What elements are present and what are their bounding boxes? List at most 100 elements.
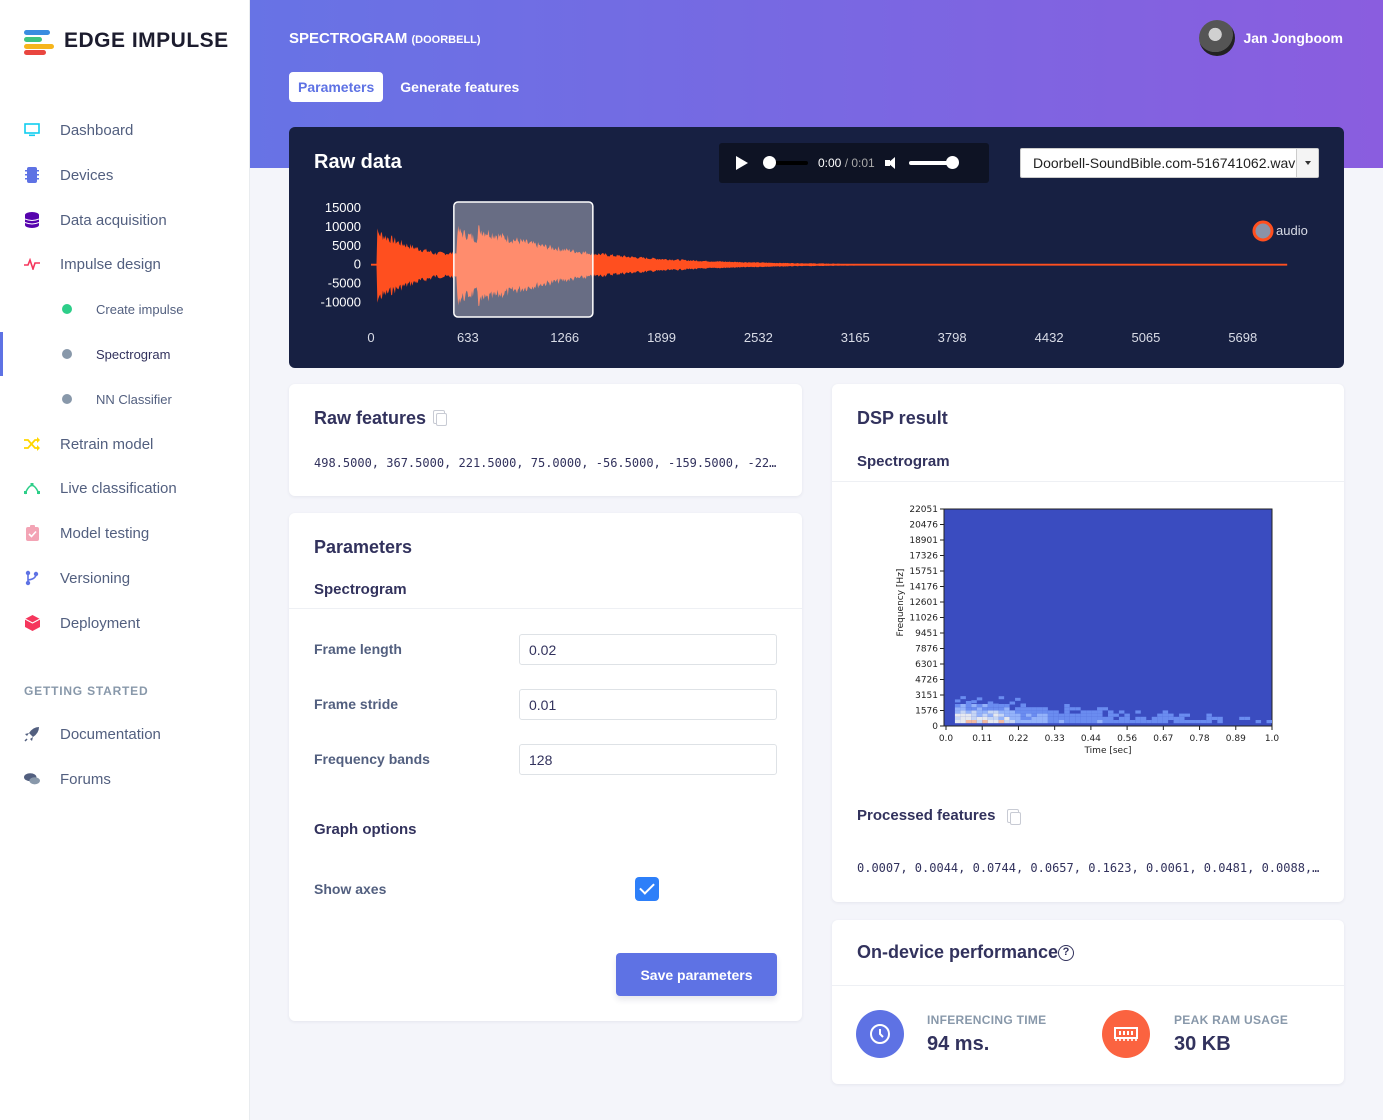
heatmap-cell xyxy=(1026,720,1032,724)
sample-file-select[interactable]: Doorbell-SoundBible.com-516741062.wav xyxy=(1020,148,1319,178)
sample-file-value: Doorbell-SoundBible.com-516741062.wav xyxy=(1033,155,1296,171)
frame-stride-label: Frame stride xyxy=(314,696,399,712)
volume-icon[interactable] xyxy=(884,156,899,170)
heatmap-cell xyxy=(1097,710,1103,714)
heatmap-cell xyxy=(1124,720,1130,724)
heatmap-cell xyxy=(1108,710,1114,714)
heatmap-cell xyxy=(1042,716,1048,720)
help-icon[interactable]: ? xyxy=(1058,945,1074,961)
sidebar-item-nn-classifier[interactable]: NN Classifier xyxy=(0,377,250,421)
heatmap-cell xyxy=(1102,716,1108,720)
heatmap-background xyxy=(943,508,1273,727)
heatmap-cell xyxy=(1069,713,1076,717)
heatmap-cell xyxy=(960,704,966,708)
heatmap-cell xyxy=(987,713,994,717)
heatmap-cell xyxy=(1118,720,1125,724)
tab-generate-features[interactable]: Generate features xyxy=(400,79,520,95)
status-dot-icon xyxy=(62,349,72,359)
x-tick-label: 2532 xyxy=(744,330,773,345)
heatmap-cell xyxy=(1239,716,1245,720)
chevron-down-icon[interactable] xyxy=(1296,149,1318,177)
x-tick-label: 3165 xyxy=(841,330,870,345)
heatmap-cell xyxy=(1135,716,1141,720)
dsp-result-card: DSP result Spectrogram 22051 20476 18901 17… xyxy=(832,384,1344,902)
heatmap-cell xyxy=(960,696,966,700)
x-tick-label: 633 xyxy=(457,330,479,345)
sidebar-item-dashboard[interactable]: Dashboard xyxy=(0,108,250,152)
parameters-section-title: Spectrogram xyxy=(314,581,407,598)
tab-parameters[interactable]: Parameters xyxy=(289,72,384,102)
frequency-bands-input[interactable] xyxy=(519,744,777,775)
chip-icon xyxy=(24,167,40,183)
heatmap-cell xyxy=(1009,701,1016,705)
heatmap-cell xyxy=(1042,720,1048,724)
sidebar-item-forums[interactable]: Forums xyxy=(0,757,250,801)
y-tick-label: 9451 xyxy=(915,629,938,639)
heatmap-cell xyxy=(1004,710,1010,714)
legend-label: audio xyxy=(1276,223,1308,238)
sidebar-item-data-acquisition[interactable]: Data acquisition xyxy=(0,198,250,242)
logo[interactable]: EDGE IMPULSE xyxy=(24,28,229,55)
x-tick-label: 0.67 xyxy=(1153,734,1173,744)
heatmap-cell xyxy=(976,716,983,720)
y-tick-label: 5000 xyxy=(332,238,361,253)
heatmap-cell xyxy=(1091,716,1098,720)
heatmap-cell xyxy=(1211,716,1218,720)
heatmap-cell xyxy=(965,710,972,714)
heatmap-cell xyxy=(1168,713,1174,717)
sidebar-item-label: Versioning xyxy=(60,569,131,587)
play-icon[interactable] xyxy=(736,156,748,170)
raw-waveform-chart[interactable]: 15000 10000 5000 0 -5000 -10000 0 633 1266 1899 25… xyxy=(289,127,1344,368)
edge-impulse-logo-icon xyxy=(24,28,56,55)
user-menu[interactable]: Jan Jongboom xyxy=(1199,20,1343,56)
page-title: SPECTROGRAM (DOORBELL) xyxy=(289,30,481,47)
heatmap-cell xyxy=(1026,713,1032,717)
heatmap-cell xyxy=(1031,713,1037,717)
memory-icon xyxy=(1102,1010,1150,1058)
heatmap-cell xyxy=(987,710,994,714)
y-tick-label: 14176 xyxy=(909,583,938,593)
frame-stride-input[interactable] xyxy=(519,689,777,720)
heatmap-cell xyxy=(1102,720,1108,724)
sidebar-item-create-impulse[interactable]: Create impulse xyxy=(0,287,250,331)
sidebar-item-retrain-model[interactable]: Retrain model xyxy=(0,422,250,466)
sidebar-item-deployment[interactable]: Deployment xyxy=(0,601,250,645)
heatmap-cell xyxy=(1255,720,1262,724)
frame-length-input[interactable] xyxy=(519,634,777,665)
sidebar-item-live-classification[interactable]: Live classification xyxy=(0,466,250,510)
heatmap-cell xyxy=(971,716,977,720)
heatmap-cell xyxy=(1036,710,1043,714)
sidebar-item-model-testing[interactable]: Model testing xyxy=(0,511,250,555)
sidebar-item-versioning[interactable]: Versioning xyxy=(0,556,250,600)
heatmap-cell xyxy=(1113,720,1119,724)
copy-icon[interactable] xyxy=(1007,809,1021,825)
sidebar-item-devices[interactable]: Devices xyxy=(0,153,250,197)
y-tick-label: 22051 xyxy=(909,505,938,515)
show-axes-checkbox[interactable] xyxy=(635,877,659,901)
avatar xyxy=(1199,20,1236,56)
clock-icon xyxy=(856,1010,904,1058)
heatmap-cell xyxy=(1173,720,1180,724)
heatmap-cell xyxy=(976,713,983,717)
heatmap-cell xyxy=(998,707,1005,711)
audio-player[interactable]: 0:00 / 0:01 xyxy=(719,143,989,183)
heatmap-cell xyxy=(1097,707,1103,711)
save-parameters-button[interactable]: Save parameters xyxy=(616,953,777,996)
x-tick-label: 0.11 xyxy=(972,734,992,744)
volume-slider[interactable] xyxy=(908,156,959,169)
sidebar-item-spectrogram[interactable]: Spectrogram xyxy=(0,332,250,376)
sidebar-item-documentation[interactable]: Documentation xyxy=(0,712,250,756)
heatmap-cell xyxy=(1217,720,1223,724)
raw-features-card: Raw features 498.5000, 367.5000, 221.500… xyxy=(289,384,802,496)
heatmap-cell xyxy=(1064,704,1070,708)
heatmap-cell xyxy=(1129,720,1136,724)
heatmap-cell xyxy=(1009,713,1016,717)
seek-slider[interactable] xyxy=(763,156,808,169)
y-tick-label: 0 xyxy=(354,257,361,272)
sidebar-item-impulse-design[interactable]: Impulse design xyxy=(0,242,250,286)
copy-icon[interactable] xyxy=(433,410,447,426)
heatmap-cell xyxy=(1157,713,1163,717)
y-tick-label: 20476 xyxy=(909,521,938,531)
y-tick-label: 12601 xyxy=(909,598,938,608)
heatmap-cell xyxy=(1004,716,1010,720)
